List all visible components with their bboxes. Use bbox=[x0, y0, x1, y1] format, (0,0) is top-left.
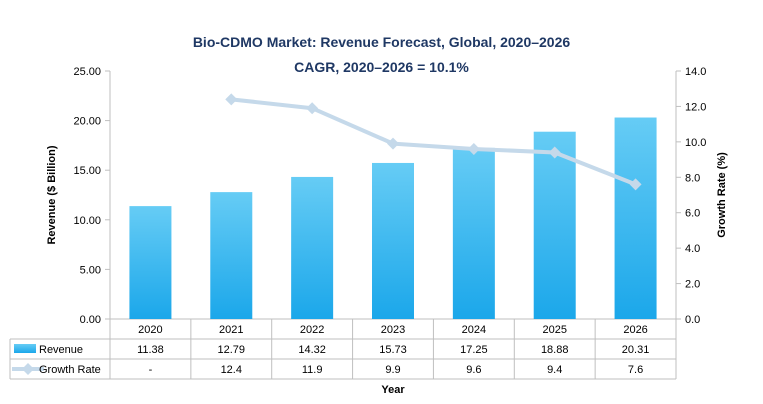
y-tick-label: 5.00 bbox=[80, 264, 101, 276]
chart-subtitle: CAGR, 2020–2026 = 10.1% bbox=[294, 59, 469, 75]
revenue-data-label: 18.88 bbox=[541, 344, 569, 356]
growth-rate-marker bbox=[548, 146, 561, 159]
legend-growth-marker bbox=[22, 363, 34, 375]
x-tick-label: 2024 bbox=[462, 324, 486, 336]
y2-axis-title: Growth Rate (%) bbox=[716, 152, 728, 238]
y-tick-label: 0.00 bbox=[80, 314, 101, 326]
y-axis-title: Revenue ($ Billion) bbox=[46, 145, 58, 244]
y2-tick-label: 8.0 bbox=[685, 172, 700, 184]
growth-rate-marker bbox=[629, 178, 642, 191]
revenue-bar bbox=[452, 147, 495, 319]
growth-data-label: 11.9 bbox=[302, 364, 323, 376]
growth-data-label: 9.6 bbox=[466, 364, 481, 376]
chart-title: Bio-CDMO Market: Revenue Forecast, Globa… bbox=[192, 34, 571, 50]
legend-revenue-label: Revenue bbox=[39, 344, 83, 356]
y-tick-label: 10.00 bbox=[73, 215, 101, 227]
x-tick-label: 2022 bbox=[300, 324, 324, 336]
x-tick-label: 2021 bbox=[219, 324, 243, 336]
x-tick-label: 2026 bbox=[623, 324, 647, 336]
y2-tick-label: 10.0 bbox=[685, 137, 706, 149]
growth-data-label: - bbox=[149, 364, 153, 376]
y2-tick-label: 6.0 bbox=[685, 208, 700, 220]
growth-data-label: 12.4 bbox=[221, 364, 242, 376]
y2-tick-label: 0.0 bbox=[685, 314, 700, 326]
revenue-data-label: 12.79 bbox=[218, 344, 246, 356]
revenue-data-label: 17.25 bbox=[460, 344, 488, 356]
y2-tick-label: 2.0 bbox=[685, 279, 700, 291]
revenue-data-label: 15.73 bbox=[379, 344, 407, 356]
growth-data-label: 9.9 bbox=[385, 364, 400, 376]
revenue-bar bbox=[129, 206, 172, 319]
y2-tick-label: 14.0 bbox=[685, 66, 706, 78]
growth-data-label: 9.4 bbox=[547, 364, 562, 376]
growth-rate-marker bbox=[387, 137, 399, 150]
y2-tick-label: 12.0 bbox=[685, 101, 706, 113]
revenue-bar bbox=[614, 117, 657, 319]
revenue-bar bbox=[533, 131, 576, 319]
revenue-bar bbox=[210, 192, 253, 319]
growth-rate-marker bbox=[225, 93, 238, 106]
revenue-data-label: 11.38 bbox=[137, 344, 164, 356]
revenue-bar bbox=[291, 176, 334, 319]
revenue-bar bbox=[372, 162, 414, 319]
x-tick-label: 2025 bbox=[542, 324, 566, 336]
legend-revenue-swatch bbox=[14, 344, 36, 353]
legend-growth-label: Growth Rate bbox=[39, 364, 101, 376]
revenue-data-label: 20.31 bbox=[622, 344, 650, 356]
revenue-data-label: 14.32 bbox=[298, 344, 326, 356]
growth-rate-marker bbox=[306, 102, 319, 115]
x-tick-label: 2020 bbox=[138, 324, 162, 336]
y-tick-label: 25.00 bbox=[73, 66, 101, 78]
growth-data-label: 7.6 bbox=[628, 364, 643, 376]
x-axis-title: Year bbox=[381, 384, 405, 396]
y-tick-label: 15.00 bbox=[73, 165, 101, 177]
y-tick-label: 20.00 bbox=[73, 116, 101, 128]
growth-rate-line bbox=[231, 97, 637, 187]
growth-rate-marker bbox=[467, 142, 480, 155]
x-tick-label: 2023 bbox=[381, 324, 405, 336]
y2-tick-label: 4.0 bbox=[685, 243, 700, 255]
